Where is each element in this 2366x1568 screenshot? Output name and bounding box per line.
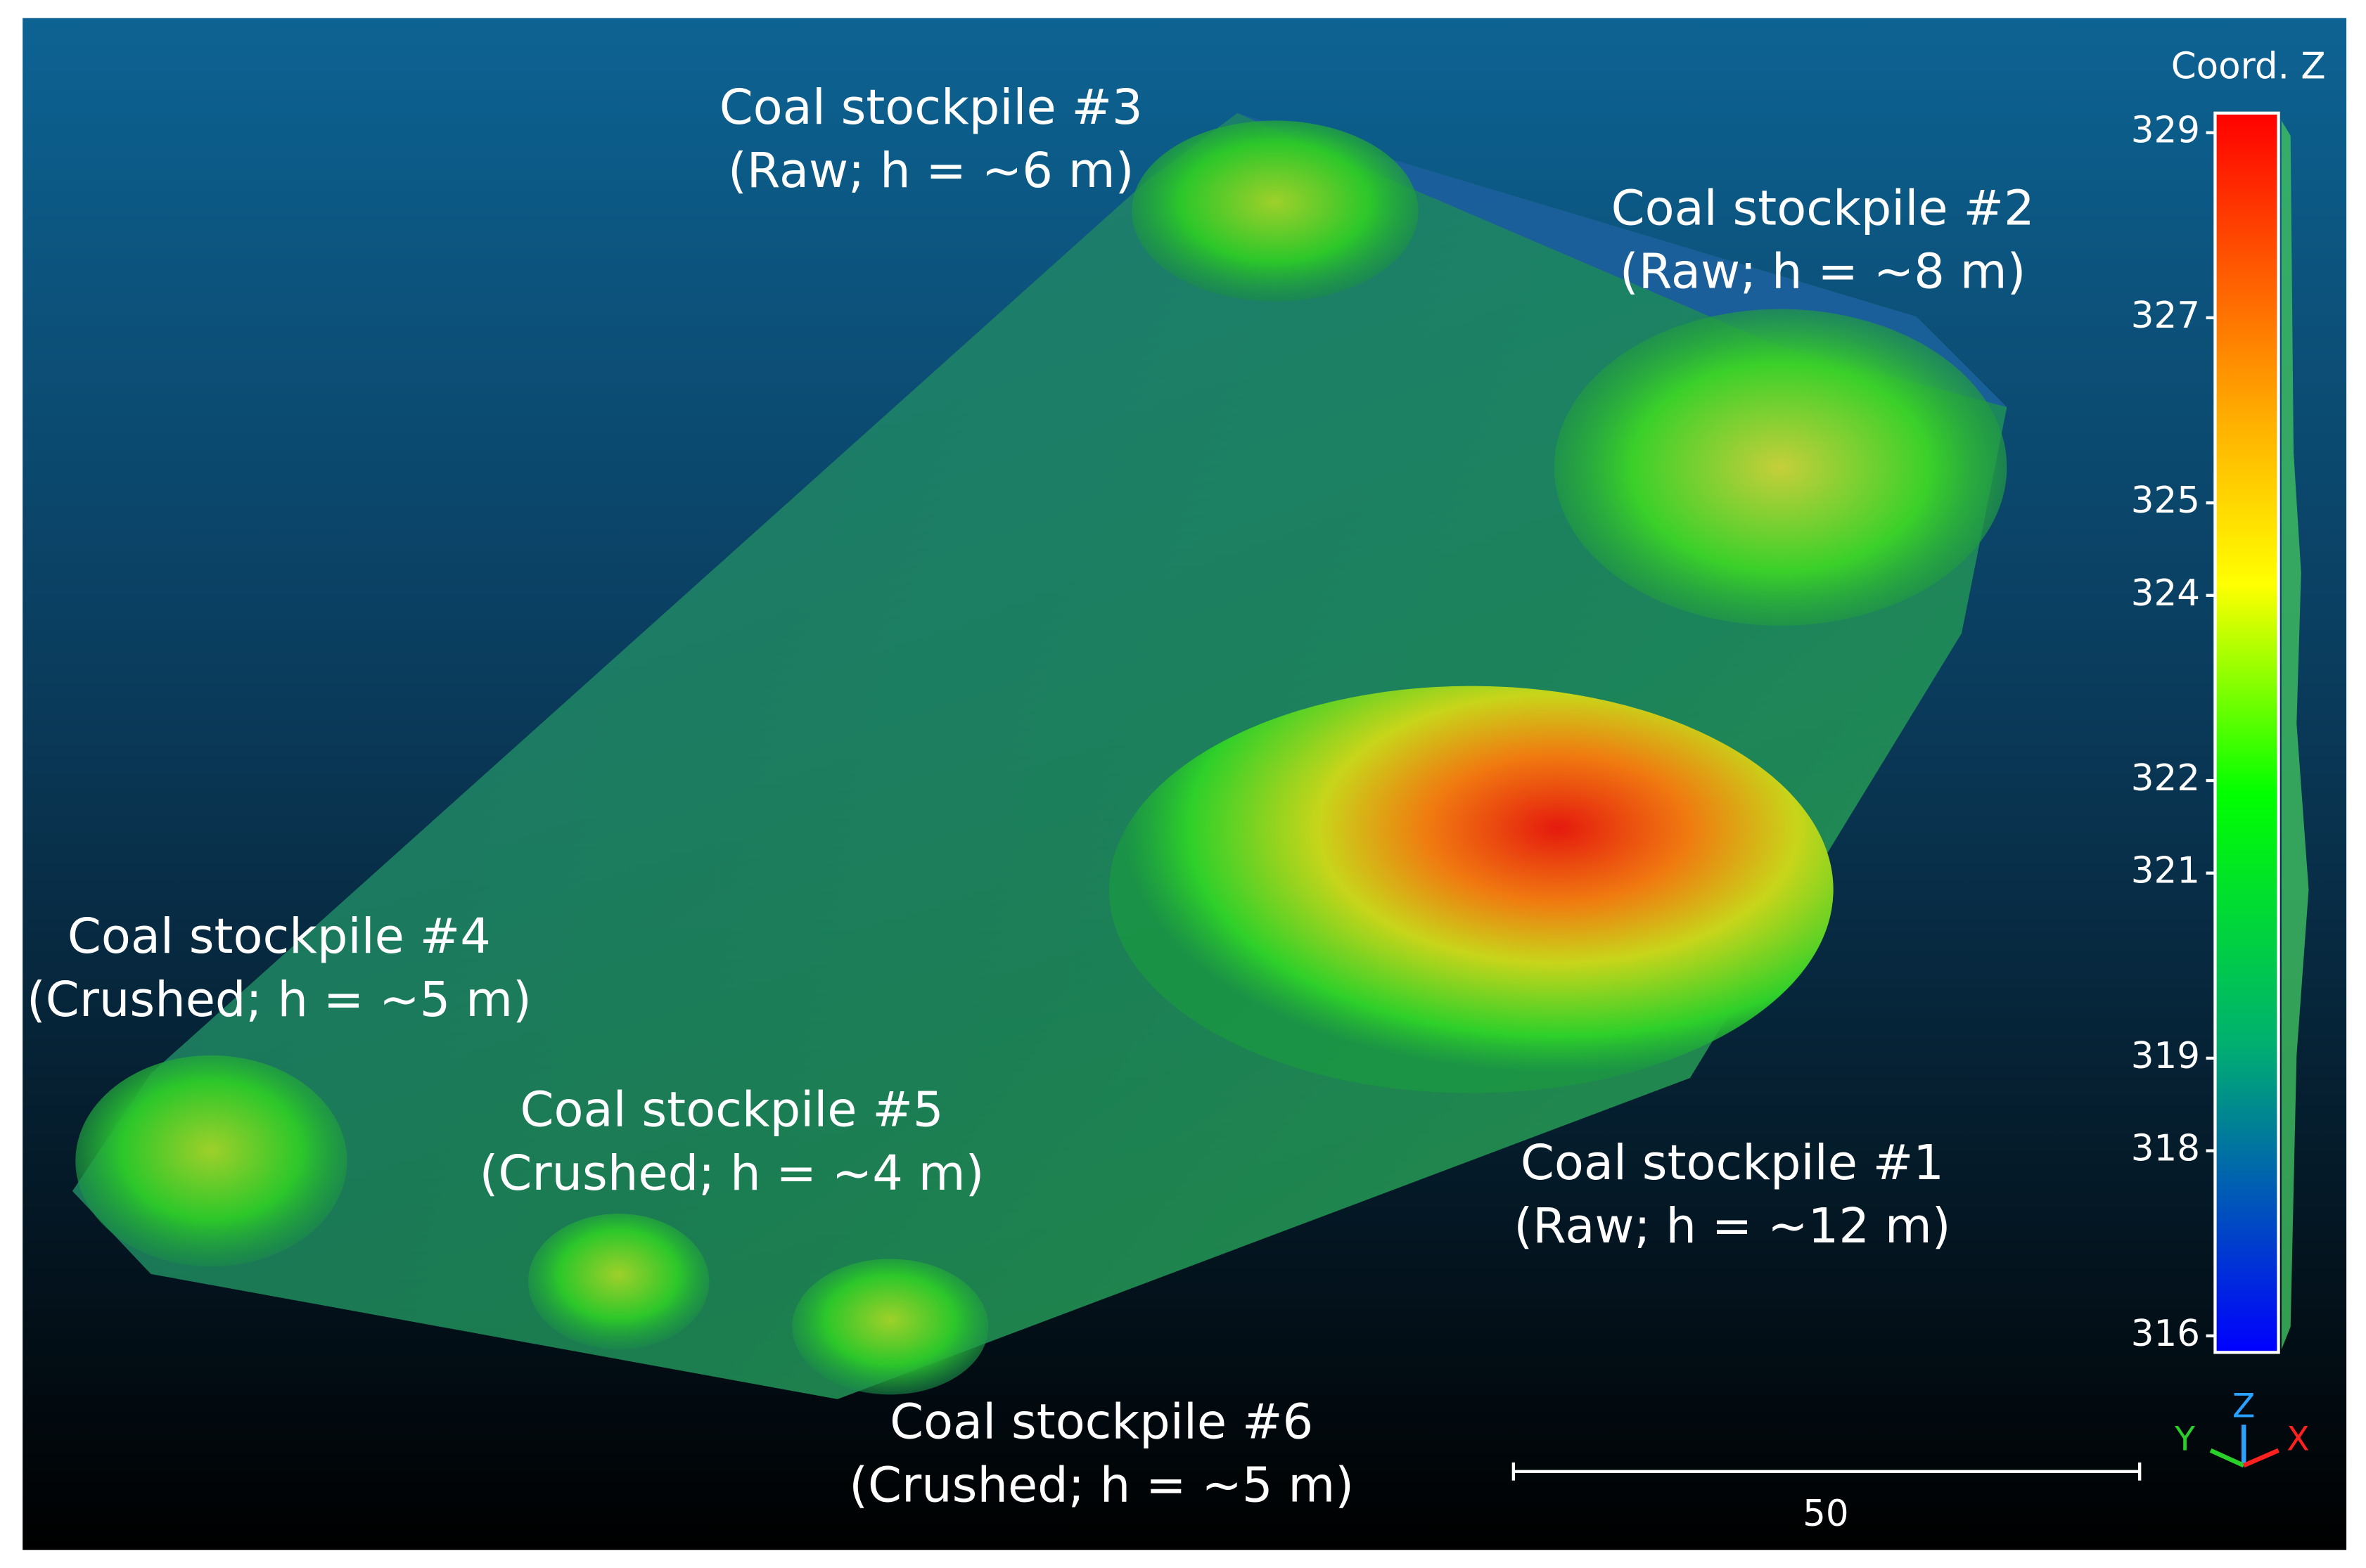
tick-label: 322 [2131, 757, 2200, 799]
colorbar [2213, 111, 2280, 1354]
labels: Coal stockpile #1 (Raw; h = ~12 m) Coal st… [27, 79, 2035, 1514]
pile-detail: (Crushed; h = ~5 m) [849, 1458, 1354, 1514]
tick-label: 327 [2131, 295, 2200, 337]
tick-label: 316 [2131, 1313, 2200, 1355]
tick-label: 324 [2131, 572, 2200, 615]
pile-detail: (Crushed; h = ~4 m) [480, 1145, 985, 1202]
pile-detail: (Raw; h = ~6 m) [728, 143, 1134, 199]
pile-name: Coal stockpile #6 [890, 1394, 1313, 1451]
pile-name: Coal stockpile #4 [68, 908, 491, 965]
axis-y [2209, 1448, 2245, 1468]
tick-label: 318 [2131, 1128, 2200, 1170]
pile-detail: (Crushed; h = ~5 m) [27, 972, 532, 1028]
axis-z-label: Z [2232, 1387, 2255, 1426]
tick-label: 321 [2131, 850, 2200, 892]
pile-2 [1554, 309, 2007, 626]
axis-y-label: Y [2174, 1420, 2195, 1459]
pile-1 [1108, 686, 1834, 1093]
pile-name: Coal stockpile #1 [1521, 1135, 1944, 1191]
tick-label: 319 [2131, 1035, 2200, 1077]
pile-detail: (Raw; h = ~12 m) [1514, 1198, 1950, 1254]
axis-x-label: X [2287, 1420, 2309, 1459]
pile-name: Coal stockpile #5 [520, 1082, 944, 1138]
pile-detail: (Raw; h = ~8 m) [1620, 244, 2026, 300]
colorbar-histogram [2281, 120, 2309, 1350]
pile-name: Coal stockpile #2 [1611, 181, 2035, 237]
pile-6 [792, 1259, 989, 1395]
pile-3 [1132, 120, 1419, 302]
scale-bar-label: 50 [1803, 1493, 1849, 1535]
tick-label: 329 [2131, 110, 2200, 152]
axis-x [2242, 1448, 2279, 1468]
pile-4 [75, 1055, 347, 1267]
pile-5 [527, 1214, 710, 1350]
colorbar-ticks: 329 327 325 324 322 321 319 318 316 [2131, 110, 2215, 1355]
tick-label: 325 [2131, 480, 2200, 522]
pile-name: Coal stockpile #3 [720, 79, 1143, 136]
colorbar-title: Coord. Z [2171, 46, 2326, 88]
